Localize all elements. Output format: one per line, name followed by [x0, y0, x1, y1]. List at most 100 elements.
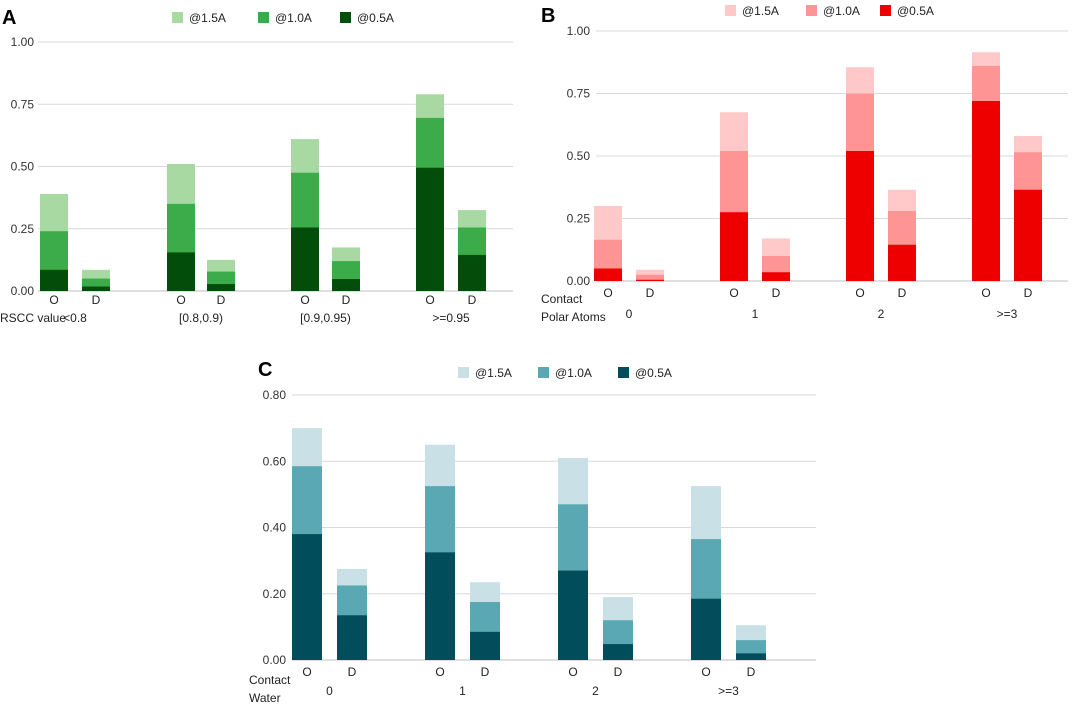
panel-a-legend-swatch — [172, 12, 183, 23]
panel-c-axis-title: Contact — [249, 673, 291, 687]
panel-a-bar-segment — [416, 167, 444, 291]
panel-a-bar-segment — [291, 227, 319, 291]
panel-c-bar-label: O — [568, 665, 577, 679]
panel-a-bar-segment — [332, 279, 360, 291]
panel-c-bar-segment — [425, 552, 455, 660]
panel-b-bar-label: D — [1024, 286, 1033, 300]
panel-b-ytick-label: 1.00 — [567, 24, 591, 38]
panel-a-axis-title: RSCC value — [0, 311, 66, 325]
panel-a-bar-label: D — [217, 293, 226, 307]
panel-c-bar-segment — [603, 644, 633, 660]
panel-b-legend-swatch — [806, 5, 817, 16]
panel-b-bar-segment — [972, 101, 1000, 281]
panel-a-bar-label: O — [49, 293, 58, 307]
panel-b-group-label: 0 — [626, 307, 633, 321]
panel-a-bar-label: D — [342, 293, 351, 307]
panel-label-a: A — [2, 7, 16, 29]
panel-c-group-label: >=3 — [718, 684, 739, 698]
panel-c-ytick-label: 0.40 — [263, 521, 287, 535]
panel-b-bar-label: O — [603, 286, 612, 300]
panel-b-bar-segment — [1014, 189, 1042, 281]
panel-c-bar-label: O — [302, 665, 311, 679]
panel-c-ytick-label: 0.20 — [263, 587, 287, 601]
panel-a-bar-label: D — [92, 293, 101, 307]
panel-a-legend-label: @1.0A — [275, 11, 312, 25]
panel-b-legend-swatch — [880, 5, 891, 16]
panel-c-group-label: 2 — [592, 684, 599, 698]
panel-c-ytick-label: 0.00 — [263, 653, 287, 667]
panel-c-legend-label: @1.0A — [555, 366, 592, 380]
panel-b-bar-label: D — [898, 286, 907, 300]
panel-c-bar-segment — [292, 534, 322, 660]
panel-a-group-label: >=0.95 — [432, 311, 470, 325]
panel-b-ytick-label: 0.75 — [567, 87, 591, 101]
panel-a-ytick-label: 1.00 — [11, 35, 35, 49]
panel-b-bar-segment — [636, 274, 664, 281]
panel-a-group-label: <0.8 — [63, 311, 87, 325]
panel-a-legend-label: @1.5A — [189, 11, 226, 25]
panel-c-bar-segment — [736, 653, 766, 660]
panel-a-bar-label: O — [176, 293, 185, 307]
panel-a-bar-segment — [167, 252, 195, 291]
panel-c-ytick-label: 0.60 — [263, 454, 287, 468]
panel-a-bar-label: O — [300, 293, 309, 307]
panel-b-bar-label: O — [855, 286, 864, 300]
panel-a-legend-swatch — [340, 12, 351, 23]
panel-a-bar-segment — [207, 284, 235, 291]
panel-label-b: B — [541, 5, 555, 27]
panel-c-group-label: 1 — [459, 684, 466, 698]
panel-a-ytick-label: 0.25 — [11, 222, 35, 236]
panel-b-bar-segment — [594, 268, 622, 281]
panel-c-bar-segment — [558, 570, 588, 660]
panel-c-legend-swatch — [618, 367, 629, 378]
panel-c-legend-swatch — [538, 367, 549, 378]
panel-c-bar-label: O — [701, 665, 710, 679]
panel-b-axis-title: Polar Atoms — [541, 310, 606, 324]
panel-a-group-label: [0.9,0.95) — [300, 311, 351, 325]
panel-a-legend-label: @0.5A — [357, 11, 394, 25]
panel-a-ytick-label: 0.50 — [11, 160, 35, 174]
panel-a-legend-swatch — [258, 12, 269, 23]
panel-a-bar-segment — [82, 286, 110, 291]
panel-c-legend-label: @1.5A — [475, 366, 512, 380]
panel-b-bar-segment — [762, 272, 790, 281]
panel-a-bar-label: O — [425, 293, 434, 307]
panel-c-group-label: 0 — [326, 684, 333, 698]
panel-b-bar-segment — [846, 151, 874, 281]
panel-a-ytick-label: 0.75 — [11, 97, 35, 111]
panel-b-ytick-label: 0.00 — [567, 274, 591, 288]
panel-b-bar-label: D — [646, 286, 655, 300]
panel-b-group-label: >=3 — [997, 307, 1018, 321]
panel-b-legend-swatch — [725, 5, 736, 16]
panel-b-ytick-label: 0.50 — [567, 149, 591, 163]
panel-c-ytick-label: 0.80 — [263, 388, 287, 402]
panel-a-bar-segment — [458, 254, 486, 291]
panel-c-legend-swatch — [458, 367, 469, 378]
panel-c-bar-segment — [337, 615, 367, 660]
panel-b-ytick-label: 0.25 — [567, 212, 591, 226]
panel-b-bar-segment — [720, 212, 748, 281]
panel-c-bar-segment — [470, 631, 500, 660]
panel-a-group-label: [0.8,0.9) — [179, 311, 223, 325]
panel-c-bar-segment — [691, 598, 721, 660]
panel-a-ytick-label: 0.00 — [11, 284, 35, 298]
panel-c-bar-label: D — [481, 665, 490, 679]
panel-b-bar-label: O — [729, 286, 738, 300]
panel-c-bar-label: D — [747, 665, 756, 679]
panel-b-group-label: 2 — [878, 307, 885, 321]
panel-label-c: C — [258, 359, 272, 381]
panel-a-bar-segment — [40, 269, 68, 291]
panel-b-group-label: 1 — [752, 307, 759, 321]
panel-b-legend-label: @1.5A — [742, 4, 779, 18]
panel-c-legend-label: @0.5A — [635, 366, 672, 380]
panel-b-bar-segment — [636, 279, 664, 281]
panel-b-legend-label: @0.5A — [897, 4, 934, 18]
panel-c-bar-label: O — [435, 665, 444, 679]
panel-c-bar-label: D — [348, 665, 357, 679]
panel-b-bar-segment — [888, 244, 916, 281]
panel-b-legend-label: @1.0A — [823, 4, 860, 18]
panel-b-axis-title: Contact — [541, 292, 583, 306]
panel-c-axis-title: Water — [249, 691, 281, 705]
panel-b-bar-label: O — [981, 286, 990, 300]
